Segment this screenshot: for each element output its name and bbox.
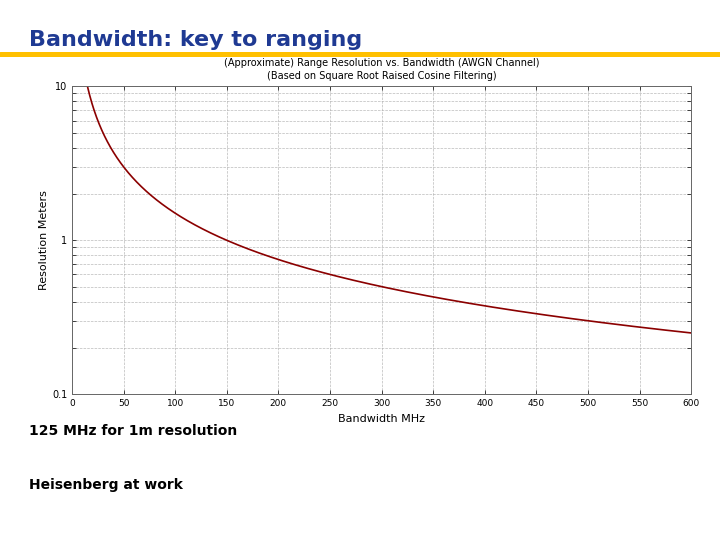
X-axis label: Bandwidth MHz: Bandwidth MHz [338,414,425,423]
Text: Bandwidth: key to ranging: Bandwidth: key to ranging [29,30,362,50]
Text: 125 MHz for 1m resolution: 125 MHz for 1m resolution [29,424,237,438]
Y-axis label: Resolution Meters: Resolution Meters [39,191,49,290]
Title: (Approximate) Range Resolution vs. Bandwidth (AWGN Channel)
(Based on Square Roo: (Approximate) Range Resolution vs. Bandw… [224,58,539,82]
Text: Heisenberg at work: Heisenberg at work [29,478,183,492]
